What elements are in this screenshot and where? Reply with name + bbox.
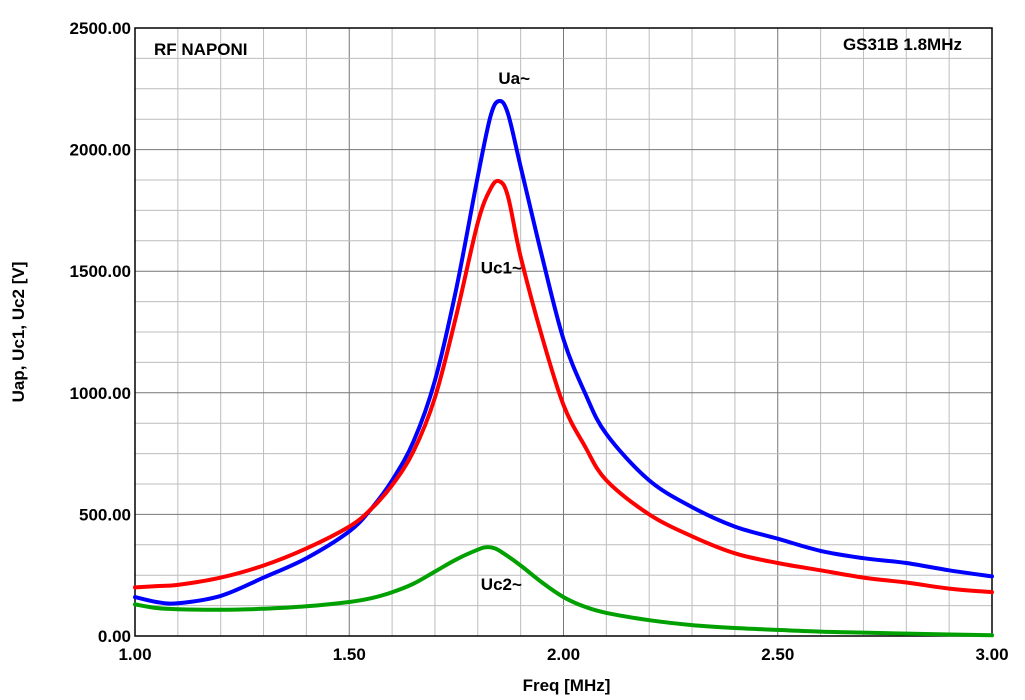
y-tick-label: 2000.00 [70, 141, 131, 160]
x-tick-label: 2.00 [547, 645, 580, 664]
series-line-uc2 [133, 545, 994, 638]
x-tick-label: 3.00 [975, 645, 1008, 664]
chart-title: RF NAPONI [154, 40, 248, 59]
x-tick-label: 2.50 [761, 645, 794, 664]
x-tick-label: 1.50 [333, 645, 366, 664]
y-tick-label: 500.00 [79, 505, 131, 524]
y-tick-label: 1500.00 [70, 262, 131, 281]
y-tick-label: 0.00 [98, 627, 131, 646]
x-axis-title: Freq [MHz] [523, 676, 611, 695]
tick-labels: 1.00 1.50 2.00 2.50 3.00 0.00 500.00 1000.00 150… [70, 19, 1009, 664]
y-axis-title: Uap, Uc1, Uc2 [V] [9, 262, 28, 403]
series-annotation: Ua~ [498, 69, 530, 88]
series-line-uc1 [133, 178, 994, 595]
grid [135, 28, 992, 636]
y-tick-label: 1000.00 [70, 384, 131, 403]
series-annotation: Uc1~ [481, 259, 522, 278]
series-lines [133, 98, 994, 638]
annotations: Ua~ Uc1~ Uc2~ [481, 69, 530, 594]
y-tick-label: 2500.00 [70, 19, 131, 38]
series-line-ua [133, 98, 994, 606]
x-tick-label: 1.00 [118, 645, 151, 664]
chart-subtitle: GS31B 1.8MHz [843, 35, 962, 54]
series-annotation: Uc2~ [481, 575, 522, 594]
plot-area [134, 27, 993, 637]
